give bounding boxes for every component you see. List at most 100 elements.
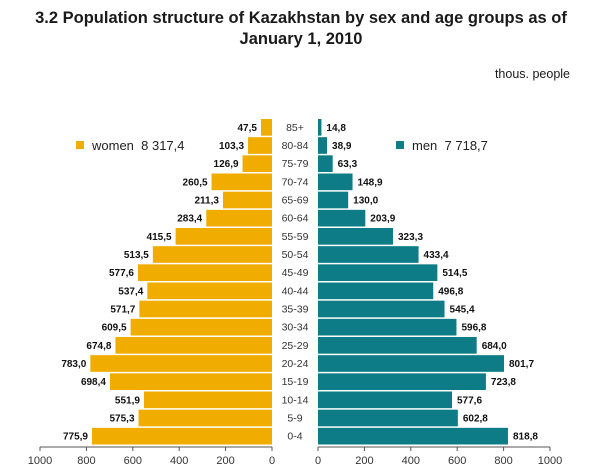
value-label-men-15-19: 723,8 <box>491 377 516 388</box>
bar-men-50-54 <box>318 246 419 263</box>
tick-label-right-0: 0 <box>315 455 321 467</box>
tick-label-left-400: 400 <box>170 455 188 467</box>
bar-women-30-34 <box>130 318 272 336</box>
bar-men-25-29 <box>318 337 477 354</box>
value-label-women-85+: 47,5 <box>238 123 258 134</box>
age-label-65-69: 65-69 <box>282 195 309 207</box>
legend-label-men: men 7 718,7 <box>412 138 488 153</box>
value-label-women-30-34: 609,5 <box>102 323 127 334</box>
bar-men-40-44 <box>318 282 434 300</box>
age-label-85+: 85+ <box>286 122 304 134</box>
value-label-women-75-79: 126,9 <box>214 159 239 170</box>
legend-label-women: women 8 317,4 <box>91 138 185 153</box>
age-label-25-29: 25-29 <box>282 340 309 352</box>
bar-women-85+ <box>260 119 272 136</box>
tick-label-right-400: 400 <box>402 455 420 467</box>
bar-women-5-9 <box>138 409 272 427</box>
value-label-men-55-59: 323,3 <box>398 232 423 243</box>
bar-men-45-49 <box>318 264 438 281</box>
value-label-women-15-19: 698,4 <box>81 377 106 388</box>
age-label-15-19: 15-19 <box>282 376 309 388</box>
bar-women-0-4 <box>91 427 272 445</box>
tick-label-left-0: 0 <box>269 455 275 467</box>
bar-women-45-49 <box>137 264 272 281</box>
value-label-women-10-14: 551,9 <box>115 395 140 406</box>
value-label-men-75-79: 63,3 <box>338 159 358 170</box>
value-label-men-50-54: 433,4 <box>424 250 449 261</box>
axes: 0 0 200 200 400 400 600 600 800 800 1000 1000 <box>28 446 562 467</box>
bar-women-40-44 <box>147 282 272 300</box>
tick-label-right-1000: 1000 <box>538 455 562 467</box>
bar-men-5-9 <box>318 409 458 427</box>
bar-men-75-79 <box>318 155 333 172</box>
tick-label-right-600: 600 <box>448 455 466 467</box>
value-label-women-45-49: 577,6 <box>109 268 134 279</box>
value-label-men-70-74: 148,9 <box>358 177 383 188</box>
value-label-women-50-54: 513,5 <box>124 250 149 261</box>
value-label-men-45-49: 514,5 <box>442 268 467 279</box>
value-label-women-35-39: 571,7 <box>110 305 135 316</box>
value-label-women-40-44: 537,4 <box>118 286 143 297</box>
bar-women-75-79 <box>242 155 272 172</box>
age-label-80-84: 80-84 <box>282 140 309 152</box>
bar-men-10-14 <box>318 391 453 409</box>
value-label-men-20-24: 801,7 <box>509 359 534 370</box>
legend-swatch-women <box>76 141 84 149</box>
bar-men-15-19 <box>318 373 486 390</box>
bar-men-35-39 <box>318 300 445 318</box>
bar-men-85+ <box>318 119 322 136</box>
bar-men-30-34 <box>318 318 457 336</box>
bar-women-15-19 <box>109 373 273 390</box>
bar-women-10-14 <box>143 391 272 409</box>
value-label-women-5-9: 575,3 <box>109 414 134 425</box>
chart-title-line-2: January 1, 2010 <box>239 30 363 48</box>
bar-women-70-74 <box>211 173 272 191</box>
age-label-70-74: 70-74 <box>282 176 309 188</box>
value-label-men-25-29: 684,0 <box>482 341 507 352</box>
bar-women-35-39 <box>139 300 272 318</box>
value-label-men-65-69: 130,0 <box>353 196 378 207</box>
women-bars: 47,5 103,3 126,9 260,5 211,3 283,4 415,5 513,5 5… <box>61 119 273 445</box>
bar-women-55-59 <box>175 228 272 245</box>
chart-title: 3.2 Population structure of Kazakhstan b… <box>0 8 602 50</box>
bar-men-70-74 <box>318 173 353 191</box>
legend-swatch-men <box>396 141 404 149</box>
bar-women-65-69 <box>222 191 272 209</box>
value-label-women-65-69: 211,3 <box>194 196 219 207</box>
bar-men-0-4 <box>318 427 508 445</box>
bar-men-65-69 <box>318 191 349 209</box>
value-label-men-60-64: 203,9 <box>370 214 395 225</box>
legend: women 8 317,4 men 7 718,7 <box>76 138 488 153</box>
bar-women-20-24 <box>90 355 273 372</box>
bar-women-80-84 <box>248 137 272 154</box>
value-label-women-80-84: 103,3 <box>219 141 244 152</box>
age-label-10-14: 10-14 <box>282 394 309 406</box>
value-label-men-10-14: 577,6 <box>457 395 482 406</box>
tick-label-right-800: 800 <box>494 455 512 467</box>
bar-men-55-59 <box>318 228 394 245</box>
tick-label-left-1000: 1000 <box>28 455 52 467</box>
value-label-women-25-29: 674,8 <box>86 341 111 352</box>
tick-label-right-200: 200 <box>355 455 373 467</box>
value-label-men-85+: 14,8 <box>326 123 346 134</box>
age-label-0-4: 0-4 <box>287 431 302 443</box>
bar-women-60-64 <box>206 209 272 227</box>
tick-label-left-600: 600 <box>124 455 142 467</box>
bar-women-50-54 <box>152 246 272 263</box>
age-label-20-24: 20-24 <box>282 358 309 370</box>
age-label-30-34: 30-34 <box>282 322 309 334</box>
tick-label-left-200: 200 <box>216 455 234 467</box>
value-label-men-40-44: 496,8 <box>438 286 463 297</box>
value-label-women-55-59: 415,5 <box>147 232 172 243</box>
age-label-45-49: 45-49 <box>282 267 309 279</box>
age-label-75-79: 75-79 <box>282 158 309 170</box>
value-label-men-35-39: 545,4 <box>450 305 475 316</box>
age-label-40-44: 40-44 <box>282 285 309 297</box>
age-label-50-54: 50-54 <box>282 249 309 261</box>
value-label-men-30-34: 596,8 <box>461 323 486 334</box>
value-label-women-20-24: 783,0 <box>61 359 86 370</box>
age-label-5-9: 5-9 <box>287 413 302 425</box>
age-label-35-39: 35-39 <box>282 304 309 316</box>
